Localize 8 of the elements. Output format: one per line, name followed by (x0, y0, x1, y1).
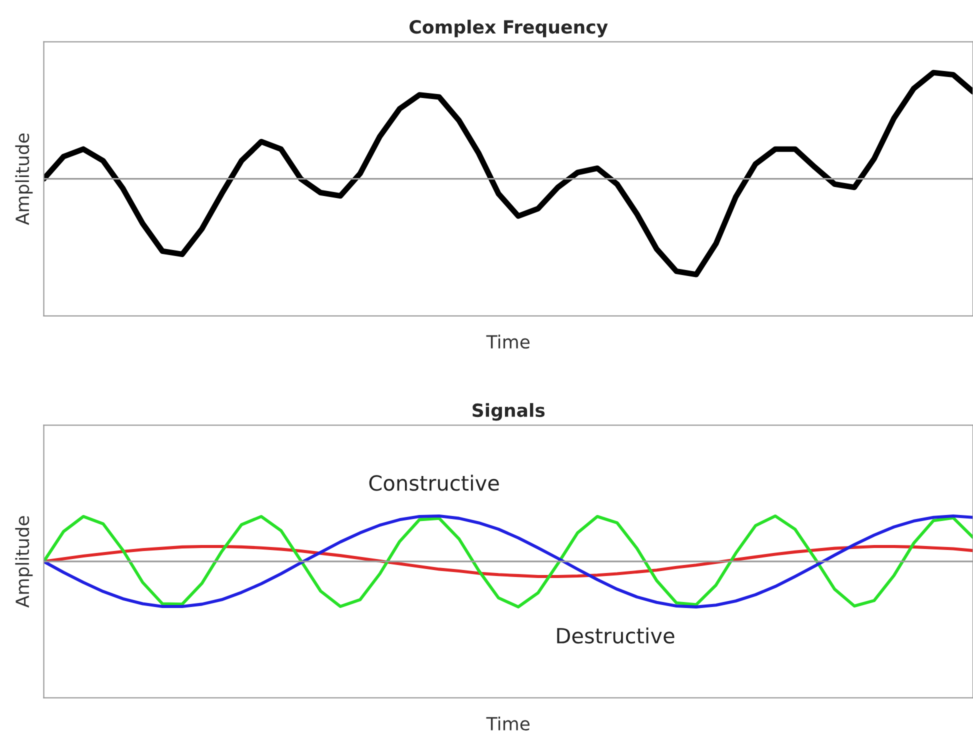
text: Destructive (557, 627, 674, 644)
y-axis-title: Amplitude (15, 516, 33, 608)
x-axis-title: Time (486, 334, 530, 349)
text: Constructive (369, 474, 499, 491)
chart-title: Complex Frequency (410, 20, 608, 38)
y-axis-title: Amplitude (15, 134, 33, 225)
x-axis-title: Time (486, 716, 530, 731)
chart-title: Signals (472, 403, 545, 421)
